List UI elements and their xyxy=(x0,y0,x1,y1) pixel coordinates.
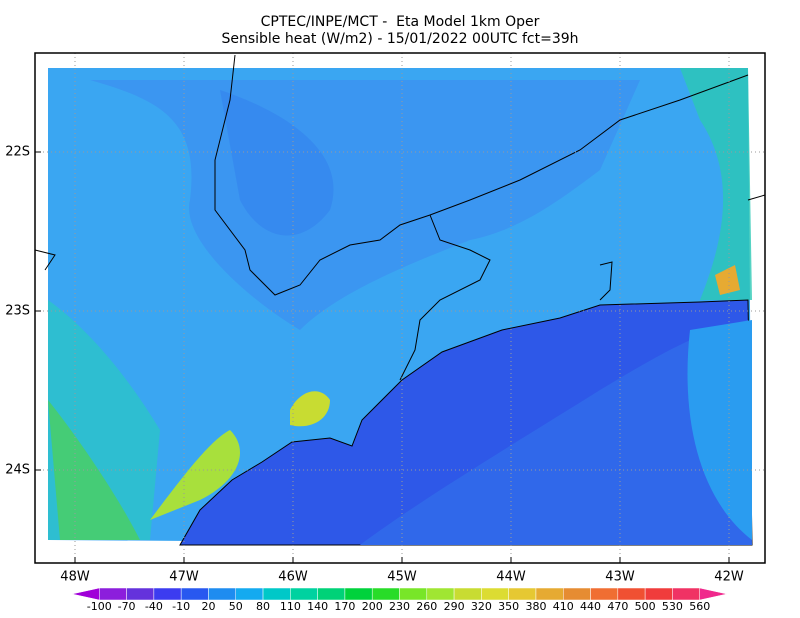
colorbar-swatch xyxy=(153,587,182,601)
colorbar-swatch xyxy=(453,587,482,601)
colorbar-swatch xyxy=(590,587,619,601)
colorbar-label: 410 xyxy=(553,600,574,613)
colorbar-label: 260 xyxy=(416,600,437,613)
colorbar-label: 140 xyxy=(307,600,328,613)
colorbar-swatch xyxy=(180,587,209,601)
colorbar-swatch xyxy=(126,587,155,601)
colorbar-label: 200 xyxy=(362,600,383,613)
field-high xyxy=(290,391,330,427)
map-frame xyxy=(34,52,766,564)
lon-label: 48W xyxy=(60,570,90,585)
colorbar-swatch xyxy=(399,587,428,601)
lon-label: 43W xyxy=(605,570,635,585)
colorbar-label: 20 xyxy=(201,600,215,613)
colorbar-end xyxy=(699,587,728,601)
colorbar: -100 -70 -40 -10 20 50 80 110 140 170 200 230 260 290… xyxy=(71,587,728,613)
lat-label: 23S xyxy=(5,304,30,319)
colorbar-label: 350 xyxy=(498,600,519,613)
colorbar-swatch xyxy=(290,587,318,601)
colorbar-label: 50 xyxy=(229,600,243,613)
colorbar-swatch xyxy=(317,587,346,601)
state-border xyxy=(747,194,766,201)
colorbar-swatch xyxy=(508,587,537,601)
colorbar-swatch xyxy=(208,587,236,601)
colorbar-label: 230 xyxy=(389,600,410,613)
colorbar-label: -40 xyxy=(145,600,163,613)
field-high xyxy=(715,265,740,295)
colorbar-swatch xyxy=(344,587,373,601)
colorbar-swatch xyxy=(481,587,509,601)
colorbar-label: -100 xyxy=(87,600,112,613)
ocean-shade xyxy=(360,320,752,545)
field-high xyxy=(150,430,240,520)
field-mid xyxy=(680,68,752,300)
colorbar-swatch xyxy=(672,587,700,601)
colorbar-label: 560 xyxy=(689,600,710,613)
axis-labels: 22S 23S 24S 48W 47W 46W 45W 44W 43W 42W xyxy=(5,145,744,585)
coast xyxy=(599,261,613,301)
lon-label: 44W xyxy=(496,570,526,585)
colorbar-label: 380 xyxy=(525,600,546,613)
colorbar-label: 440 xyxy=(580,600,601,613)
state-border xyxy=(34,249,56,271)
colorbar-swatch xyxy=(99,587,127,601)
colorbar-label: 80 xyxy=(256,600,270,613)
colorbar-label: 500 xyxy=(635,600,656,613)
field-high xyxy=(48,400,140,540)
colorbar-swatch xyxy=(235,587,264,601)
colorbar-label: 170 xyxy=(334,600,355,613)
colorbar-label: 530 xyxy=(662,600,683,613)
colorbar-label: 320 xyxy=(471,600,492,613)
colorbar-swatch xyxy=(426,587,455,601)
lat-label: 24S xyxy=(5,463,30,478)
graticule xyxy=(35,53,765,563)
lon-label: 45W xyxy=(387,570,417,585)
colorbar-swatch xyxy=(535,587,564,601)
colorbar-swatch xyxy=(644,587,673,601)
field-low xyxy=(220,90,334,236)
field-low xyxy=(90,80,640,330)
borders xyxy=(34,54,766,381)
colorbar-label: -70 xyxy=(118,600,136,613)
colorbar-label: 290 xyxy=(444,600,465,613)
lon-label: 42W xyxy=(714,570,744,585)
title-line: Sensible heat (W/m2) - 15/01/2022 00UTC … xyxy=(221,31,578,47)
colorbar-label: -10 xyxy=(172,600,190,613)
lon-label: 46W xyxy=(278,570,308,585)
colorbar-label: 470 xyxy=(607,600,628,613)
colorbar-swatch xyxy=(262,587,291,601)
map-field xyxy=(48,68,753,546)
colorbar-swatch xyxy=(371,587,400,601)
lat-label: 22S xyxy=(5,145,30,160)
colorbar-end xyxy=(71,587,100,601)
lon-label: 47W xyxy=(169,570,199,585)
state-border xyxy=(399,214,491,381)
colorbar-swatch xyxy=(563,587,591,601)
title-line: CPTEC/INPE/MCT - Eta Model 1km Oper xyxy=(261,14,540,30)
colorbar-label: 110 xyxy=(280,600,301,613)
ocean-shade xyxy=(687,320,752,540)
colorbar-swatch xyxy=(617,587,646,601)
state-border xyxy=(214,54,749,296)
